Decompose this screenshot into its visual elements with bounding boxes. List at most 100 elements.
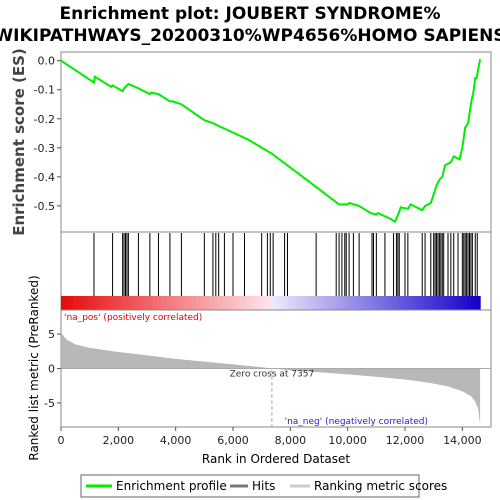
color-bar-segment: [274, 296, 280, 310]
es-panel-frame: [60, 51, 492, 233]
x-tick-label: 0: [58, 434, 65, 447]
color-bar-segment: [475, 296, 481, 310]
color-bar-segment: [139, 296, 145, 310]
color-bar-segment: [231, 296, 237, 310]
color-bar-segment: [91, 296, 97, 310]
es-ytick-label: -0.3: [34, 142, 55, 155]
es-ytick-label: 0.0: [38, 55, 56, 68]
color-bar-segment: [357, 296, 363, 310]
color-bar-segment: [384, 296, 390, 310]
na-neg-label: 'na_neg' (negatively correlated): [285, 417, 428, 427]
color-bar-segment: [157, 296, 163, 310]
color-bar-segment: [327, 296, 333, 310]
color-bar-segment: [266, 296, 272, 310]
color-bar-segment: [418, 296, 424, 310]
x-tick-label: 14,000: [443, 434, 482, 447]
color-bar-segment: [165, 296, 171, 310]
es-ytick-label: -0.1: [34, 84, 55, 97]
color-bar-segment: [244, 296, 250, 310]
ranking-color-bar: [61, 296, 481, 310]
color-bar-segment: [318, 296, 324, 310]
color-bar-segment: [410, 296, 416, 310]
color-bar-segment: [340, 296, 346, 310]
x-tick-label: 2,000: [103, 434, 135, 447]
color-bar-segment: [113, 296, 119, 310]
color-bar-segment: [423, 296, 429, 310]
color-bar-segment: [261, 296, 267, 310]
x-tick-label: 8,000: [275, 434, 307, 447]
color-bar-segment: [213, 296, 219, 310]
color-bar-segment: [392, 296, 398, 310]
color-bar-segment: [253, 296, 259, 310]
color-bar-segment: [362, 296, 368, 310]
na-pos-label: 'na_pos' (positively correlated): [64, 313, 202, 323]
color-bar-segment: [226, 296, 232, 310]
color-bar-segment: [344, 296, 350, 310]
hits-group: [93, 233, 478, 296]
color-bar-segment: [78, 296, 84, 310]
color-bar-segment: [375, 296, 381, 310]
legend-label-hits: Hits: [252, 479, 275, 493]
color-bar-segment: [74, 296, 80, 310]
es-ytick-label: -0.4: [34, 171, 55, 184]
color-bar-segment: [205, 296, 211, 310]
color-bar-segment: [436, 296, 442, 310]
color-bar-segment: [174, 296, 180, 310]
color-bar-segment: [270, 296, 276, 310]
x-axis-title: Rank in Ordered Dataset: [202, 452, 350, 466]
color-bar-segment: [336, 296, 342, 310]
color-bar-segment: [314, 296, 320, 310]
es-ytick-label: -0.5: [34, 200, 55, 213]
color-bar-segment: [453, 296, 459, 310]
color-bar-segment: [257, 296, 263, 310]
color-bar-segment: [458, 296, 464, 310]
color-bar-segment: [349, 296, 355, 310]
color-bar-segment: [305, 296, 311, 310]
color-bar-segment: [353, 296, 359, 310]
metric-ytick-label: -5: [44, 397, 55, 410]
color-bar-segment: [170, 296, 176, 310]
color-bar-segment: [100, 296, 106, 310]
color-bar-segment: [104, 296, 110, 310]
color-bar-segment: [449, 296, 455, 310]
color-bar-segment: [178, 296, 184, 310]
color-bar-segment: [61, 296, 66, 310]
color-bar-segment: [292, 296, 298, 310]
enrichment-profile-line: [60, 59, 482, 224]
color-bar-segment: [432, 296, 438, 310]
color-bar-segment: [401, 296, 407, 310]
legend-label-enrichment: Enrichment profile: [116, 479, 227, 493]
legend: Enrichment profile Hits Ranking metric s…: [80, 474, 447, 498]
color-bar-segment: [309, 296, 315, 310]
color-bar-segment: [143, 296, 149, 310]
color-bar-segment: [370, 296, 376, 310]
metric-ytick-label: 5: [48, 328, 55, 341]
metric-axis-ticks: 5 0 -5: [44, 328, 61, 410]
zero-cross-label: Zero cross at 7357: [230, 370, 315, 380]
color-bar-segment: [388, 296, 394, 310]
x-tick-label: 10,000: [328, 434, 367, 447]
color-bar-segment: [427, 296, 433, 310]
chart-title-line-1: Enrichment plot: JOUBERT SYNDROME%: [59, 4, 440, 24]
color-bar-segment: [117, 296, 123, 310]
x-tick-label: 6,000: [217, 434, 249, 447]
x-axis-ticks: 0 2,000 4,000 6,000 8,000 10,000 12,000 14,000: [58, 427, 482, 447]
x-tick-label: 12,000: [386, 434, 425, 447]
color-bar-segment: [440, 296, 446, 310]
color-bar-segment: [135, 296, 141, 310]
color-bar-segment: [65, 296, 71, 310]
color-bar-segment: [218, 296, 224, 310]
color-bar-segment: [397, 296, 403, 310]
color-bar-segment: [69, 296, 75, 310]
color-bar-segment: [130, 296, 136, 310]
color-bar-segment: [283, 296, 289, 310]
metric-axis-title: Ranked list metric (PreRanked): [27, 275, 41, 460]
color-bar-segment: [148, 296, 154, 310]
chart-title-line-2: WIKIPATHWAYS_20200310%WP4656%HOMO SAPIEN…: [0, 26, 500, 46]
color-bar-segment: [126, 296, 132, 310]
color-bar-segment: [379, 296, 385, 310]
legend-box: [80, 474, 420, 498]
color-bar-segment: [288, 296, 293, 310]
color-bar-segment: [366, 296, 372, 310]
